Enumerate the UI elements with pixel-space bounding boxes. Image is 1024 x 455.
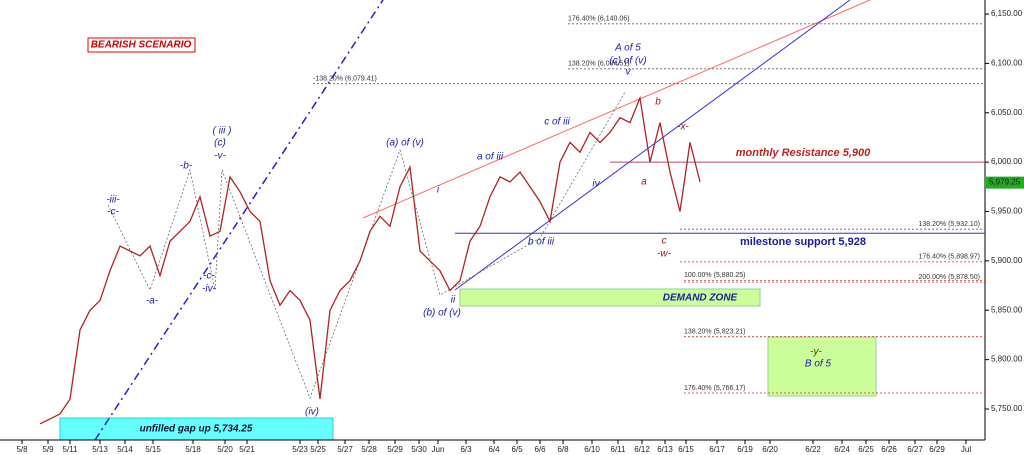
y-tick-label: 6,150.00 bbox=[991, 9, 1023, 18]
last-price-label: 5,979.25 bbox=[989, 178, 1021, 187]
x-tick-label: 6/3 bbox=[460, 445, 472, 454]
trend-line bbox=[94, 0, 384, 441]
x-tick-label: Jun bbox=[432, 445, 445, 454]
wave-label: a of iii bbox=[477, 152, 504, 163]
wave-label: (a) of (v) bbox=[386, 138, 424, 149]
x-tick-label: 6/17 bbox=[709, 445, 725, 454]
level-label: 138.20% (5,932.10) bbox=[919, 221, 981, 228]
y-tick-label: 5,750.00 bbox=[991, 404, 1023, 413]
x-tick-label: 5/9 bbox=[42, 445, 54, 454]
last-price-tag bbox=[986, 176, 1024, 189]
y-tick-label: 5,950.00 bbox=[991, 207, 1023, 216]
x-tick-label: 5/14 bbox=[117, 445, 133, 454]
y-tick-label: 5,900.00 bbox=[991, 256, 1023, 265]
wave-label: ii bbox=[451, 295, 456, 306]
wave-label: -w- bbox=[657, 249, 672, 260]
x-tick-label: 6/27 bbox=[907, 445, 923, 454]
x-tick-label: 5/30 bbox=[411, 445, 427, 454]
x-tick-label: 6/13 bbox=[657, 445, 673, 454]
x-tick-label: 5/25 bbox=[310, 445, 326, 454]
wave-label: -x- bbox=[677, 122, 689, 133]
x-tick-label: 5/18 bbox=[185, 445, 201, 454]
wave-label: -c- bbox=[107, 207, 119, 218]
x-tick-label: 6/11 bbox=[611, 445, 627, 454]
x-tick-label: 5/8 bbox=[16, 445, 28, 454]
x-tick-label: 5/21 bbox=[239, 445, 255, 454]
wave-label: v bbox=[626, 67, 632, 78]
x-tick-label: 6/10 bbox=[584, 445, 600, 454]
level-label: 138.20% (5,823.21) bbox=[684, 329, 746, 336]
wave-label: a bbox=[641, 177, 647, 188]
wave-label: (b) of (v) bbox=[423, 308, 461, 319]
level-label: 176.40% (5,766.17) bbox=[684, 385, 746, 392]
x-tick-label: 6/4 bbox=[488, 445, 500, 454]
level-label: -138.20% (6,079.41) bbox=[313, 76, 377, 83]
x-tick-label: 6/6 bbox=[534, 445, 546, 454]
level-label: 200.00% (5,878.50) bbox=[919, 274, 981, 281]
y-tick-label: 6,050.00 bbox=[991, 108, 1023, 117]
x-tick-label: 5/28 bbox=[361, 445, 377, 454]
x-tick-label: 6/5 bbox=[511, 445, 523, 454]
x-tick-label: 6/12 bbox=[634, 445, 650, 454]
scenario-box bbox=[87, 37, 196, 53]
target-zone bbox=[767, 336, 877, 397]
x-tick-label: 5/27 bbox=[337, 445, 353, 454]
y-tick-label: 5,850.00 bbox=[991, 305, 1023, 314]
wave-label: (iv) bbox=[305, 407, 319, 418]
wave-label: b of iii bbox=[528, 237, 555, 248]
x-tick-label: 5/29 bbox=[387, 445, 403, 454]
x-tick-label: Jul bbox=[961, 445, 971, 454]
x-tick-label: 6/22 bbox=[805, 445, 821, 454]
wave-label: i bbox=[437, 185, 440, 196]
wave-label: -y- bbox=[810, 347, 822, 358]
wave-label: -b- bbox=[180, 161, 193, 172]
wave-label: -a- bbox=[146, 296, 159, 307]
x-tick-label: 6/15 bbox=[678, 445, 694, 454]
trend-line bbox=[362, 0, 871, 219]
x-tick-label: 5/23 bbox=[292, 445, 308, 454]
wave-label: -c- bbox=[203, 271, 215, 282]
wave-label: b bbox=[655, 97, 661, 108]
wave-label: (c) bbox=[214, 138, 226, 149]
wave-label: (c) of (v) bbox=[609, 56, 646, 67]
support-label: milestone support 5,928 bbox=[740, 236, 866, 248]
level-label: 100.00% (5,880.25) bbox=[684, 272, 746, 279]
x-tick-label: 6/20 bbox=[762, 445, 778, 454]
x-tick-label: 6/24 bbox=[834, 445, 850, 454]
wave-label: iv bbox=[592, 179, 600, 190]
x-tick-label: 6/19 bbox=[737, 445, 753, 454]
wave-label: A of 5 bbox=[614, 43, 641, 54]
wave-label: unfilled gap up 5,734.25 bbox=[140, 424, 253, 435]
wave-label: -iv- bbox=[202, 284, 217, 295]
price-line bbox=[39, 95, 701, 425]
wave-label: -iii- bbox=[106, 195, 120, 206]
wave-label: c of iii bbox=[544, 117, 570, 128]
wave-label: DEMAND ZONE bbox=[663, 293, 738, 304]
x-tick-label: 5/20 bbox=[217, 445, 233, 454]
x-tick-label: 6/8 bbox=[557, 445, 569, 454]
x-tick-label: 5/11 bbox=[63, 445, 79, 454]
x-tick-label: 6/29 bbox=[929, 445, 945, 454]
level-label: 176.40% (6,140.06) bbox=[568, 16, 630, 23]
y-tick-label: 5,800.00 bbox=[991, 355, 1023, 364]
trend-line bbox=[454, 0, 851, 291]
x-tick-label: 6/26 bbox=[881, 445, 897, 454]
x-tick-label: 5/15 bbox=[145, 445, 161, 454]
y-tick-label: 6,100.00 bbox=[991, 59, 1023, 68]
wave-label: c bbox=[662, 236, 667, 247]
wave-label: B of 5 bbox=[805, 359, 832, 370]
x-tick-label: 5/13 bbox=[92, 445, 108, 454]
y-tick-label: 6,000.00 bbox=[991, 157, 1023, 166]
wave-label: -v- bbox=[214, 151, 226, 162]
level-label: 138.20% (6,094.51) bbox=[568, 61, 630, 68]
wave-label: BEARISH SCENARIO bbox=[91, 40, 192, 51]
x-tick-label: 6/25 bbox=[858, 445, 874, 454]
demand-zone bbox=[459, 288, 761, 307]
resistance-label: monthly Resistance 5,900 bbox=[736, 147, 871, 159]
wave-connector bbox=[107, 91, 626, 399]
level-label: 176.40% (5,898.97) bbox=[919, 254, 981, 261]
wave-label: ( iii ) bbox=[213, 126, 232, 137]
